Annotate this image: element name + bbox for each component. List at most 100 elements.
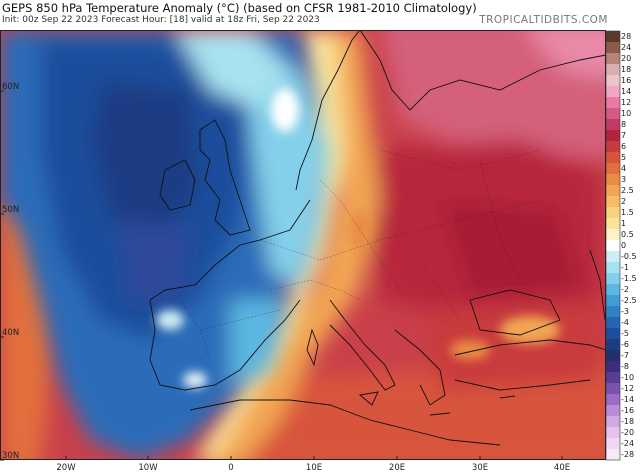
colorbar-label: 1 [621,219,626,228]
colorbar-swatch [606,251,620,263]
colorbar-label: 12 [621,98,631,107]
colorbar-label: -18 [621,417,634,426]
colorbar-label: 5 [621,153,626,162]
borders [179,149,541,361]
colorbar-swatch [606,108,620,120]
colorbar-label: 0.5 [621,230,634,239]
colorbar-legend: 28 24 20 18 16 14 12 10 8 7 6 5 4 3 2.5 2 1.5 1 0.5 0 -0.5 -1… [605,30,637,461]
colorbar-swatch [606,174,620,186]
colorbar-swatch [606,119,620,131]
colorbar-label: -1 [621,263,629,272]
colorbar-frame [605,30,621,461]
colorbar-label: -0.5 [621,252,637,261]
colorbar-label: 28 [621,32,631,41]
lon-label: 20E [389,463,405,473]
colorbar-swatch [606,31,620,43]
colorbar-label: -16 [621,406,634,415]
map-frame [0,30,606,460]
forecast-info: Init: 00z Sep 22 2023 Forecast Hour: [18… [2,15,320,25]
colorbar-label: -6 [621,340,629,349]
colorbar-label: -28 [621,450,634,459]
colorbar-swatch [606,427,620,439]
colorbar-swatch [606,405,620,417]
colorbar-swatch [606,141,620,153]
colorbar-swatch [606,218,620,230]
colorbar-swatch [606,372,620,384]
colorbar-swatch [606,284,620,296]
colorbar-label: 20 [621,54,631,63]
colorbar-label: 4 [621,164,626,173]
colorbar-label: 14 [621,87,631,96]
colorbar-swatch [606,361,620,373]
colorbar-swatch [606,130,620,142]
colorbar-label: -24 [621,439,634,448]
colorbar-swatch [606,317,620,329]
lon-label: 10W [138,463,158,473]
colorbar-swatch [606,295,620,307]
lon-label: 30E [472,463,488,473]
colorbar-swatch [606,64,620,76]
colorbar-label: -5 [621,329,629,338]
lat-label: 60N [2,82,19,92]
colorbar-label: 7 [621,131,626,140]
map-header: GEPS 850 hPa Temperature Anomaly (°C) (b… [0,0,640,28]
colorbar-label: 2 [621,197,626,206]
map-title: GEPS 850 hPa Temperature Anomaly (°C) (b… [2,1,477,15]
colorbar-swatch [606,196,620,208]
colorbar-swatch [606,273,620,285]
colorbar-label: -14 [621,395,634,404]
colorbar-swatch [606,328,620,340]
colorbar-label: 2.5 [621,186,634,195]
colorbar-swatch [606,185,620,197]
colorbar-swatch [606,350,620,362]
colorbar-swatch [606,42,620,54]
colorbar-label: -20 [621,428,634,437]
colorbar-label: 24 [621,43,631,52]
colorbar-label: -3 [621,307,629,316]
colorbar-label: 10 [621,109,631,118]
lon-label: 10E [306,463,322,473]
colorbar-swatch [606,75,620,87]
colorbar-swatch [606,306,620,318]
lon-label: 40E [554,463,570,473]
colorbar-label: 3 [621,175,626,184]
lon-label: 0 [228,463,233,473]
colorbar-label: -1.5 [621,274,637,283]
coastlines [149,30,606,446]
colorbar-swatch [606,394,620,406]
colorbar-label: 16 [621,76,631,85]
colorbar-label: -10 [621,373,634,382]
colorbar-label: -8 [621,362,629,371]
lat-label: 30N [2,451,19,461]
colorbar-swatch [606,86,620,98]
colorbar-swatch [606,207,620,219]
colorbar-swatch [606,438,620,450]
colorbar-label: 1.5 [621,208,634,217]
colorbar-label: 18 [621,65,631,74]
colorbar-label: -12 [621,384,634,393]
lon-label: 20W [56,463,76,473]
colorbar-label: 6 [621,142,626,151]
anomaly-field [0,30,606,460]
colorbar-swatch [606,163,620,175]
lat-label: 40N [2,328,19,338]
brand-watermark: TROPICALTIDBITS.COM [479,14,608,26]
colorbar-label: -4 [621,318,629,327]
colorbar-label: -2 [621,285,629,294]
colorbar-swatch [606,97,620,109]
colorbar-label: 0 [621,241,626,250]
colorbar-label: -2.5 [621,296,637,305]
colorbar-swatch [606,339,620,351]
colorbar-swatch [606,449,620,461]
lat-label: 50N [2,205,19,215]
colorbar-swatch [606,262,620,274]
colorbar-swatch [606,416,620,428]
longitude-labels: 20W 10W 0 10E 20E 30E 40E [56,456,570,473]
colorbar-swatch [606,240,620,252]
colorbar-swatch [606,53,620,65]
colorbar-label: 8 [621,120,626,129]
colorbar-swatch [606,229,620,241]
colorbar-label: -7 [621,351,629,360]
latitude-labels: 60N 50N 40N 30N [0,82,19,461]
